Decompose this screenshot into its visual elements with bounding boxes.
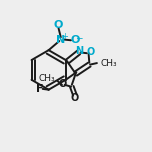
Text: +: + <box>62 32 69 41</box>
Text: O: O <box>70 35 79 45</box>
Text: O: O <box>58 79 66 89</box>
Text: O: O <box>71 93 79 103</box>
Text: CH₃: CH₃ <box>100 59 117 68</box>
Text: N: N <box>75 46 83 56</box>
Text: −: − <box>75 33 83 43</box>
Text: O: O <box>86 47 95 57</box>
Text: N: N <box>56 35 65 45</box>
Text: O: O <box>54 20 63 30</box>
Text: CH₃: CH₃ <box>38 74 55 83</box>
Text: F: F <box>36 84 44 94</box>
